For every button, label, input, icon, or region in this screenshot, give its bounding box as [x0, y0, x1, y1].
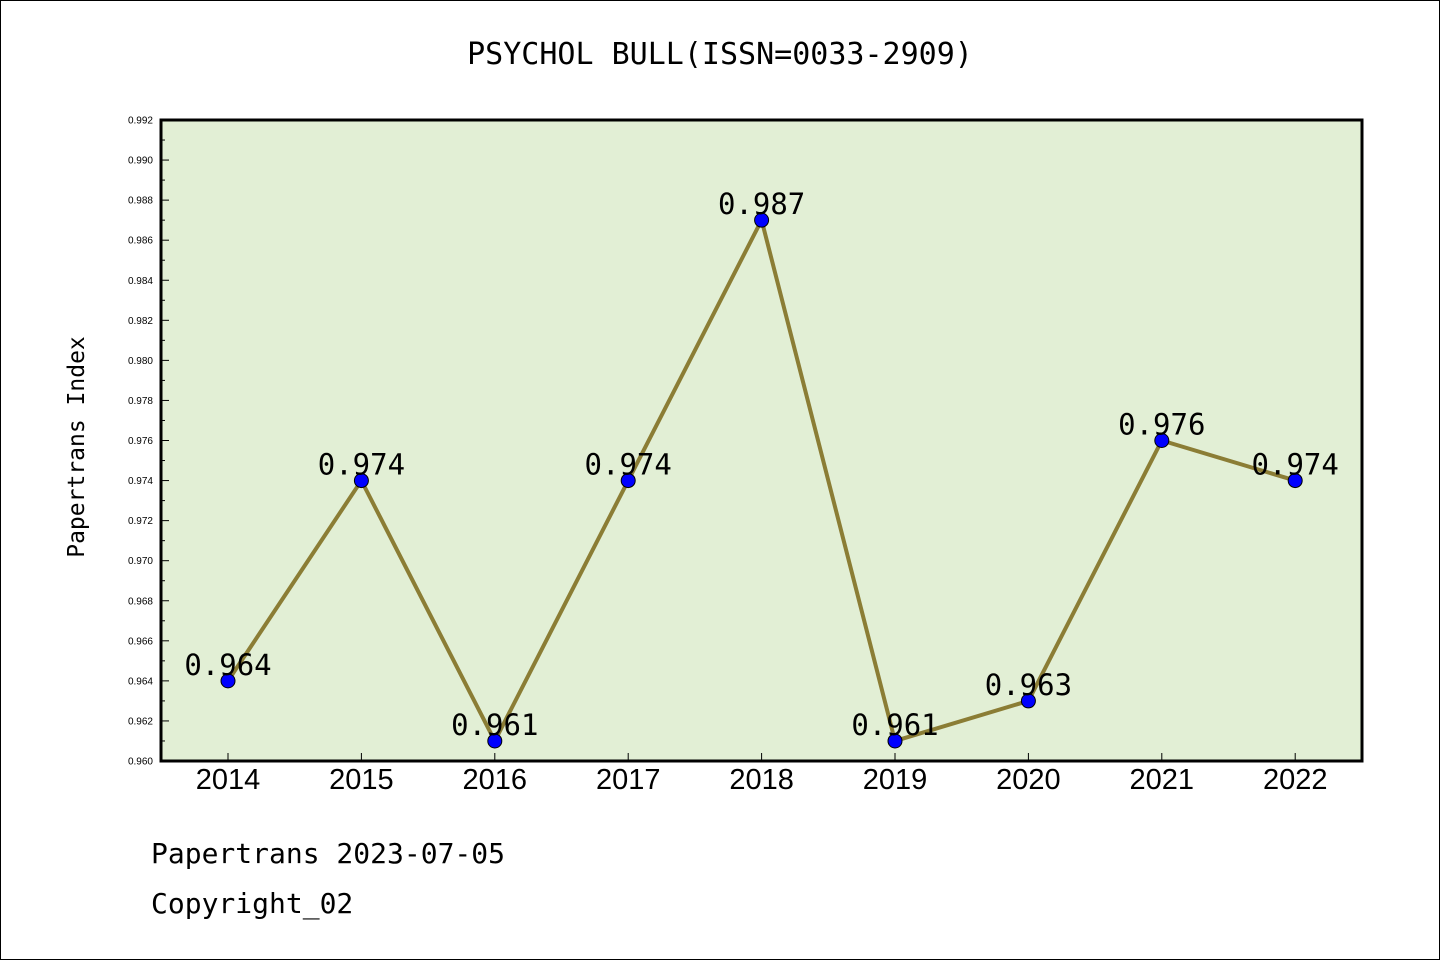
y-tick-label: 0.988	[128, 196, 153, 207]
data-point	[487, 733, 503, 749]
y-tick-label: 0.964	[128, 676, 153, 687]
y-tick-label: 0.970	[128, 556, 153, 567]
x-tick-label: 2015	[329, 764, 394, 796]
y-tick-label: 0.966	[128, 636, 153, 647]
y-axis-ticks: 0.960 0.962 0.964 0.966 0.968 0.970 0.972 0.974…	[128, 116, 169, 768]
data-labels: 0.964 0.974 0.961 0.974 0.987 0.961 0.963 0.976…	[184, 187, 1339, 742]
x-tick-label: 2019	[863, 764, 928, 796]
y-tick-label: 0.974	[128, 476, 153, 487]
x-tick-label: 2016	[463, 764, 528, 796]
data-label: 0.974	[318, 448, 405, 482]
x-tick-label: 2021	[1130, 764, 1195, 796]
x-tick-label: 2014	[196, 764, 261, 796]
y-tick-label: 0.968	[128, 596, 153, 607]
data-label: 0.963	[985, 668, 1072, 702]
y-tick-label: 0.980	[128, 356, 153, 367]
y-tick-label: 0.960	[128, 757, 153, 768]
data-point	[1154, 433, 1170, 448]
data-point	[1020, 693, 1036, 709]
data-label: 0.961	[451, 708, 538, 742]
data-label: 0.974	[1252, 448, 1339, 482]
x-tick-label: 2018	[729, 764, 794, 796]
data-point	[754, 212, 770, 228]
x-tick-label: 2017	[596, 764, 661, 796]
y-tick-label: 0.962	[128, 716, 153, 727]
data-point	[220, 673, 236, 689]
data-label: 0.961	[851, 708, 938, 742]
data-point	[1287, 473, 1303, 489]
x-axis-ticks: 2014 2015 2016 2017 2018 2019 2020 2021 2022	[196, 753, 1328, 796]
x-tick-label: 2022	[1263, 764, 1328, 796]
data-label: 0.964	[184, 648, 271, 682]
data-points	[220, 212, 1303, 749]
footer-copyright: Copyright_02	[151, 887, 354, 920]
y-tick-label: 0.990	[128, 156, 153, 167]
data-point	[887, 733, 903, 749]
y-tick-label: 0.978	[128, 396, 153, 407]
data-label: 0.976	[1118, 408, 1205, 442]
y-tick-label: 0.976	[128, 436, 153, 447]
data-label: 0.974	[585, 448, 672, 482]
x-tick-label: 2020	[996, 764, 1061, 796]
y-tick-label: 0.992	[128, 116, 153, 127]
footer-date: Papertrans 2023-07-05	[151, 837, 506, 870]
y-tick-label: 0.984	[128, 276, 153, 287]
y-tick-label: 0.982	[128, 316, 153, 327]
y-tick-label: 0.972	[128, 516, 153, 527]
y-tick-label: 0.986	[128, 236, 153, 247]
chart-title: PSYCHOL BULL(ISSN=0033-2909)	[467, 37, 973, 72]
data-point	[620, 473, 636, 489]
data-label: 0.987	[718, 187, 805, 221]
data-point	[353, 473, 369, 489]
